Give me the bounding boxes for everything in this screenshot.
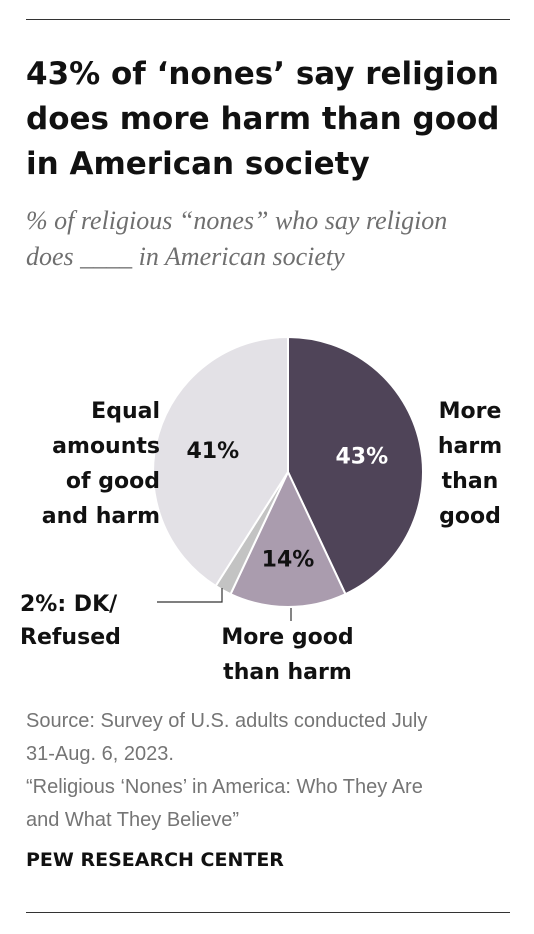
source-note: Source: Survey of U.S. adults conducted … [26, 710, 428, 831]
dk-leader [157, 588, 223, 603]
label-more-good: More good than harm [221, 625, 354, 685]
slice-more-good [229, 471, 347, 608]
chart-title: 43% of ‘nones’ say religion does more ha… [26, 56, 500, 182]
label-equal: Equal amounts of good and harm [41, 399, 160, 529]
bottom-rule [26, 912, 510, 913]
pie-value-labels: 43% 14% 41% [186, 439, 388, 572]
label-more-harm: More harm than good [437, 399, 503, 529]
value-label-more-harm: 43% [335, 445, 388, 470]
chart-subtitle: % of religious “nones” who say religion … [26, 206, 448, 271]
slice-equal [152, 336, 289, 587]
value-label-more-good: 14% [262, 547, 315, 572]
brand-footer: PEW RESEARCH CENTER [26, 849, 284, 871]
slice-more-harm [287, 336, 424, 596]
top-rule [26, 19, 510, 20]
value-label-equal: 41% [186, 439, 239, 464]
label-dk-refused: 2%: DK/ Refused [20, 592, 121, 650]
pie-slices [152, 336, 424, 608]
